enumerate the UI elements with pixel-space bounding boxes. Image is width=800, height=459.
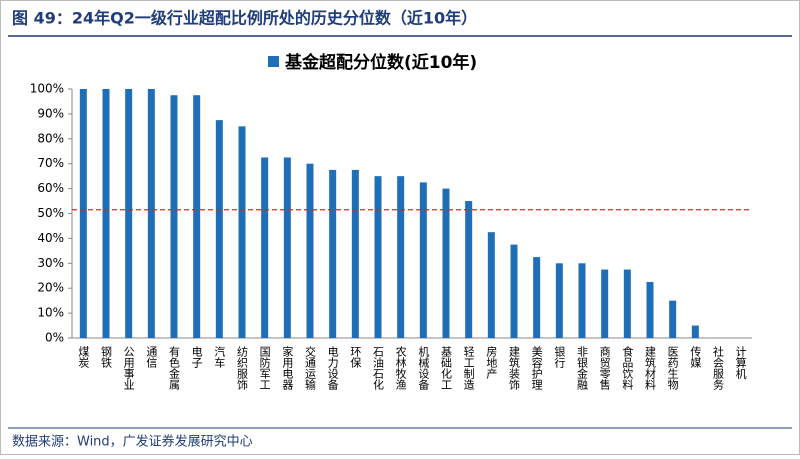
x-tick-label: 机械设备	[417, 345, 430, 391]
y-tick-label: 50%	[37, 206, 64, 220]
x-tick-label: 国防军工	[258, 346, 271, 390]
bar	[419, 182, 427, 338]
x-tick-label: 食品饮料	[621, 345, 634, 391]
x-tick-label: 有色金属	[168, 345, 181, 391]
x-tick-label: 建筑材料	[644, 345, 657, 391]
x-tick-label: 传媒	[689, 346, 702, 369]
bar	[170, 95, 178, 338]
y-tick-label: 70%	[37, 156, 64, 170]
x-tick-label: 煤炭	[77, 346, 90, 369]
y-tick-label: 100%	[30, 82, 64, 96]
x-tick-label: 银行	[553, 345, 566, 369]
x-tick-label: 美容护理	[530, 346, 543, 390]
y-tick-label: 90%	[37, 106, 64, 120]
bar	[193, 95, 201, 338]
x-tick-label: 通信	[145, 346, 158, 369]
bar	[623, 269, 631, 338]
x-tick-label: 石油石化	[372, 346, 385, 391]
x-tick-label: 钢铁	[100, 346, 113, 368]
x-tick-label: 汽车	[213, 345, 226, 369]
x-tick-label: 计算机	[734, 346, 747, 379]
bar	[329, 169, 337, 338]
x-tick-label: 电力设备	[326, 346, 339, 391]
x-tick-label: 医药生物	[666, 346, 679, 390]
y-tick-label: 20%	[37, 281, 64, 295]
y-tick-label: 10%	[37, 306, 64, 320]
bar	[555, 263, 563, 338]
bar	[397, 176, 405, 338]
x-tick-label: 交通运输	[304, 345, 317, 391]
y-tick-label: 30%	[37, 256, 64, 270]
x-tick-label: 商贸零售	[598, 345, 611, 391]
bar	[669, 300, 677, 338]
bar	[646, 281, 654, 338]
x-tick-label: 农林牧渔	[394, 345, 407, 391]
y-tick-label: 40%	[37, 231, 64, 245]
x-tick-label: 基础化工	[440, 346, 453, 390]
x-tick-label: 公用事业	[122, 346, 135, 390]
y-tick-label: 0%	[45, 331, 64, 345]
bar	[487, 232, 495, 338]
bar	[125, 89, 133, 338]
bar	[691, 325, 699, 338]
bar	[465, 201, 473, 338]
bar	[510, 244, 518, 338]
bar	[578, 263, 586, 338]
x-tick-label: 环保	[349, 346, 362, 369]
bar	[238, 126, 246, 338]
x-tick-label: 轻工制造	[462, 345, 475, 390]
x-tick-label: 非银金融	[576, 346, 589, 391]
y-tick-label: 80%	[37, 131, 64, 145]
bar	[283, 157, 291, 338]
bar	[147, 89, 155, 338]
bar	[79, 89, 87, 338]
bar	[601, 269, 609, 338]
x-tick-label: 房地产	[485, 346, 498, 380]
bar	[215, 120, 223, 338]
bar	[442, 188, 450, 338]
y-tick-label: 60%	[37, 181, 64, 195]
legend-swatch	[268, 56, 279, 67]
bar	[306, 163, 314, 338]
bar	[261, 157, 269, 338]
x-tick-label: 社会服务	[712, 345, 725, 390]
legend-label: 基金超配分位数(近10年)	[284, 52, 477, 73]
x-tick-label: 建筑装饰	[508, 345, 521, 390]
x-tick-label: 家用电器	[281, 345, 294, 391]
bar	[351, 169, 359, 338]
x-tick-label: 纺织服饰	[236, 345, 249, 390]
figure-title: 图 49：24年Q2一级行业超配比例所处的历史分位数（近10年）	[12, 9, 477, 28]
bar	[533, 257, 541, 338]
source-note: 数据来源：Wind，广发证券发展研究中心	[12, 434, 253, 450]
bar	[374, 176, 382, 338]
x-tick-label: 电子	[190, 346, 203, 368]
bar	[102, 89, 110, 338]
